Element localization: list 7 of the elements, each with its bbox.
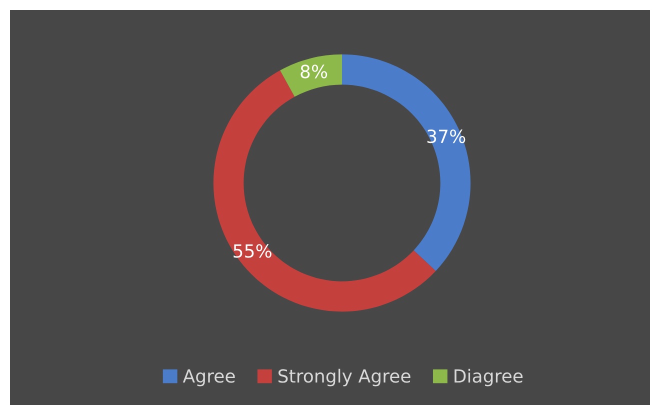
data-label: 8%	[300, 64, 328, 78]
legend-label: Diagree	[454, 368, 523, 386]
donut-slice	[280, 54, 342, 97]
legend-label: Agree	[182, 369, 235, 386]
data-label: 55%	[234, 244, 272, 258]
legend-label: Strongly Agree	[278, 368, 410, 386]
donut-slice	[342, 54, 471, 272]
